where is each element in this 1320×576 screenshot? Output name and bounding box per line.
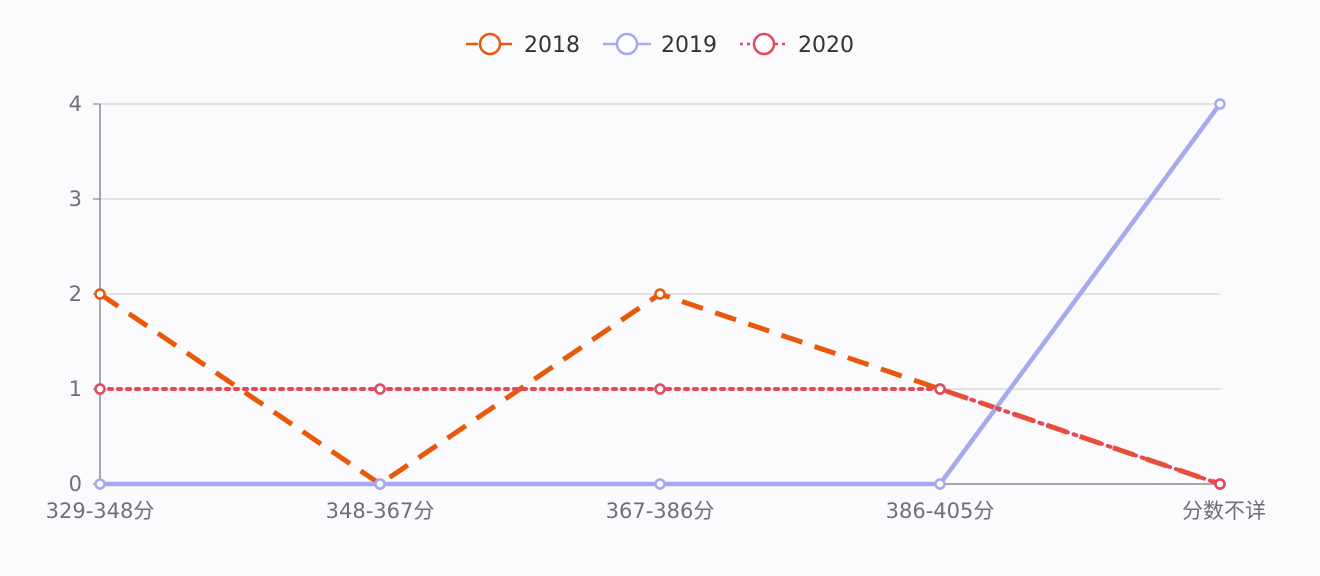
data-point-2019 xyxy=(374,478,386,490)
x-tick-label: 367-386分 xyxy=(606,499,715,523)
x-tick-label: 348-367分 xyxy=(326,499,435,523)
legend-label-2019: 2019 xyxy=(661,33,717,58)
y-tick-label: 3 xyxy=(69,187,82,211)
data-point-2020 xyxy=(1214,478,1226,490)
x-tick-label: 386-405分 xyxy=(886,499,995,523)
y-tick-label: 1 xyxy=(69,377,82,401)
legend-marker-2019 xyxy=(615,32,639,56)
legend-label-2020: 2020 xyxy=(798,33,854,58)
series-points xyxy=(94,98,1226,490)
data-point-2020 xyxy=(374,383,386,395)
tick-labels: 0 1 2 3 4 329-348分 348-367分 367-386分 386-405分 分数不… xyxy=(46,92,1266,523)
data-point-2020 xyxy=(94,383,106,395)
x-tick-label: 329-348分 xyxy=(46,499,155,523)
data-point-2019 xyxy=(1214,98,1226,110)
legend-label-2018: 2018 xyxy=(524,33,580,58)
data-point-2018 xyxy=(94,288,106,300)
data-point-2020 xyxy=(654,383,666,395)
legend: 2018 2019 2020 xyxy=(466,32,854,58)
data-point-2019 xyxy=(94,478,106,490)
data-point-2019 xyxy=(934,478,946,490)
y-tick-label: 2 xyxy=(69,282,82,306)
grid-lines xyxy=(100,103,1220,390)
data-point-2020 xyxy=(934,383,946,395)
legend-marker-2020 xyxy=(752,32,776,56)
y-tick-label: 0 xyxy=(69,472,82,496)
data-point-2019 xyxy=(654,478,666,490)
y-tick-label: 4 xyxy=(69,92,82,116)
legend-marker-2018 xyxy=(478,32,502,56)
data-point-2018 xyxy=(654,288,666,300)
x-tick-label: 分数不详 xyxy=(1182,499,1266,523)
series-line-2020 xyxy=(98,387,1222,486)
